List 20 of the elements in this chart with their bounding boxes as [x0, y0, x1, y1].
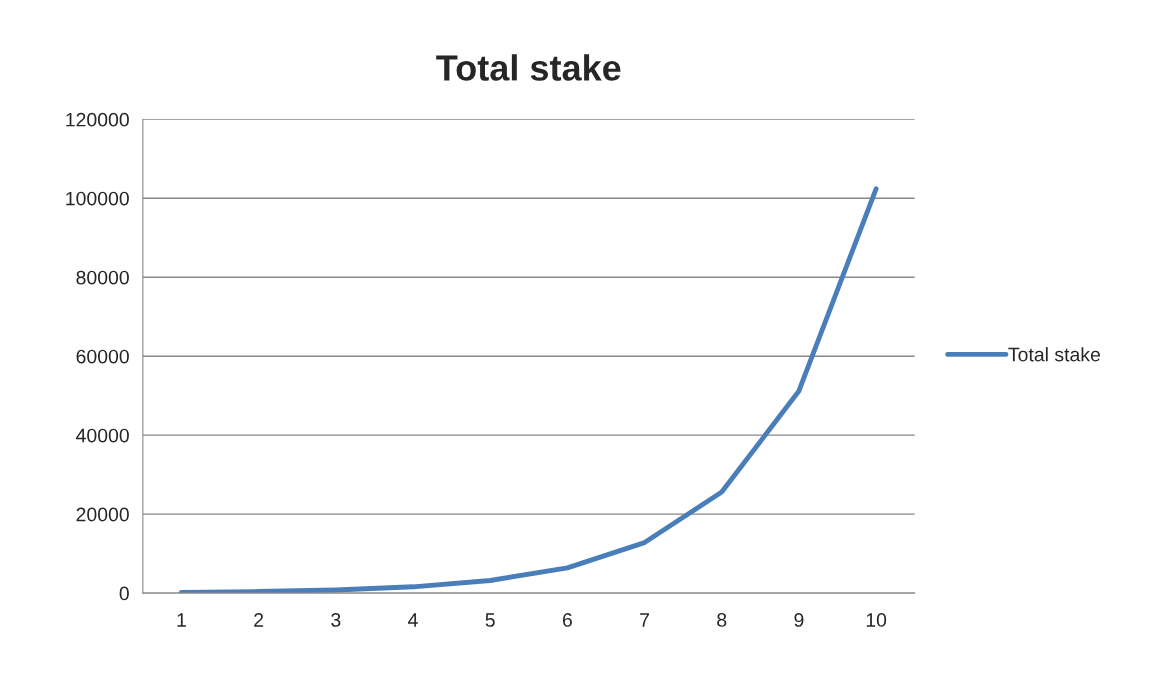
chart-title: Total stake: [436, 54, 621, 81]
line-series: [179, 186, 879, 594]
y-tick-label: 40000: [76, 428, 129, 443]
legend-label: Total stake: [1008, 347, 1100, 362]
x-tick-label: 2: [254, 613, 264, 627]
y-tick-label: 60000: [76, 349, 129, 364]
x-tick-label: 8: [717, 613, 727, 627]
x-tick-label: 10: [866, 613, 887, 627]
x-tick-label: 9: [794, 613, 804, 627]
x-tick-label: 4: [408, 613, 418, 627]
y-tick-label: 120000: [66, 112, 129, 127]
y-tick-label: 100000: [66, 191, 129, 206]
x-tick-label: 1: [177, 613, 186, 627]
x-tick-label: 6: [562, 613, 572, 627]
x-tick-label: 5: [485, 613, 495, 627]
x-tick-label: 3: [331, 613, 341, 627]
y-tick-label: 80000: [76, 270, 129, 285]
x-tick-label: 7: [640, 613, 649, 627]
y-tick-label: 0: [119, 586, 129, 601]
y-tick-label: 20000: [76, 507, 129, 522]
